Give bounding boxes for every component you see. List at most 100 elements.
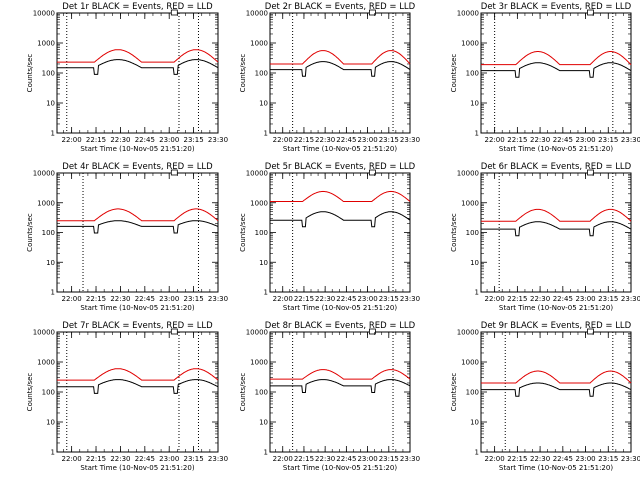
x-tick-label: 23:15	[379, 136, 399, 144]
y-tick-label: 1	[475, 289, 479, 297]
events-series-line	[270, 61, 411, 77]
y-tick-label: 1	[51, 449, 55, 457]
y-tick-label: 10000	[33, 329, 55, 337]
x-tick-label: 23:30	[208, 455, 228, 463]
events-series-line	[481, 382, 632, 397]
x-tick-label: 23:00	[159, 136, 179, 144]
y-tick-label: 1000	[37, 40, 55, 48]
marker-box	[587, 328, 594, 335]
y-tick-label: 1000	[250, 359, 268, 367]
x-tick-label: 22:15	[86, 136, 106, 144]
x-tick-label: 22:00	[485, 455, 505, 463]
plot-frame	[269, 331, 411, 453]
y-tick-label: 1000	[461, 199, 479, 207]
x-tick-label: 22:30	[315, 295, 335, 303]
events-series-line	[57, 379, 219, 394]
x-tick-label: 22:00	[485, 136, 505, 144]
events-series-line	[481, 221, 632, 237]
x-tick-label: 23:15	[184, 136, 204, 144]
y-tick-label: 1	[475, 449, 479, 457]
y-tick-label: 10000	[457, 10, 479, 18]
plot-frame	[56, 12, 219, 134]
plot-frame	[269, 172, 411, 293]
lld-series-line	[270, 50, 411, 65]
events-series-line	[57, 59, 219, 75]
y-tick-label: 10	[46, 259, 55, 267]
y-tick-label: 1000	[461, 40, 479, 48]
marker-box	[170, 328, 178, 335]
y-tick-label: 10	[259, 419, 268, 427]
chart-panel-7: Det 7r BLACK = Events, RED = LLD 1 10 100 10…	[26, 321, 228, 472]
chart-panel-8: Det 8r BLACK = Events, RED = LLD 1 10 100 10…	[239, 321, 420, 472]
marker-box	[368, 169, 376, 176]
plot-frame	[269, 12, 411, 134]
y-tick-label: 10	[470, 100, 479, 108]
x-tick-label: 22:15	[507, 455, 527, 463]
x-tick-label: 23:30	[621, 295, 640, 303]
x-tick-label: 23:30	[621, 455, 640, 463]
y-tick-label: 100	[466, 389, 479, 397]
x-tick-label: 23:30	[400, 455, 420, 463]
x-tick-label: 22:00	[62, 295, 82, 303]
y-tick-label: 1000	[250, 40, 268, 48]
x-tick-label: 23:15	[184, 455, 204, 463]
chart-title: Det 2r BLACK = Events, RED = LLD	[265, 2, 416, 12]
y-tick-label: 100	[255, 229, 268, 237]
x-tick-label: 23:15	[379, 455, 399, 463]
marker-box	[368, 328, 376, 335]
y-tick-label: 10000	[33, 10, 55, 18]
x-tick-label: 23:00	[575, 136, 595, 144]
y-tick-label: 10000	[246, 10, 268, 18]
chart-panel-1: Det 1r BLACK = Events, RED = LLD 1 10 100 10…	[26, 2, 228, 153]
x-tick-label: 22:00	[62, 136, 82, 144]
x-tick-label: 22:30	[110, 455, 130, 463]
x-axis-label: Start Time (10-Nov-05 21:51:20)	[80, 464, 194, 472]
x-tick-label: 22:45	[135, 136, 155, 144]
x-axis-label: Start Time (10-Nov-05 21:51:20)	[283, 145, 397, 153]
y-tick-label: 100	[466, 229, 479, 237]
marker-box	[587, 9, 594, 16]
x-tick-label: 23:00	[575, 455, 595, 463]
y-tick-label: 1	[51, 130, 55, 138]
y-tick-label: 10	[470, 259, 479, 267]
plot-frame	[56, 331, 219, 453]
marker-box	[368, 9, 376, 16]
x-axis-label: Start Time (10-Nov-05 21:51:20)	[499, 464, 613, 472]
x-tick-label: 23:00	[575, 295, 595, 303]
y-tick-label: 100	[42, 229, 55, 237]
y-axis-label: Counts/sec	[26, 213, 34, 252]
x-tick-label: 22:15	[507, 295, 527, 303]
y-tick-label: 100	[42, 389, 55, 397]
x-axis-label: Start Time (10-Nov-05 21:51:20)	[499, 304, 613, 312]
x-axis-label: Start Time (10-Nov-05 21:51:20)	[80, 145, 194, 153]
x-tick-label: 22:45	[135, 455, 155, 463]
x-tick-label: 22:45	[135, 295, 155, 303]
plot-frame	[480, 172, 632, 293]
x-tick-label: 23:30	[621, 136, 640, 144]
x-tick-label: 22:45	[336, 136, 356, 144]
x-tick-label: 23:00	[357, 136, 377, 144]
x-tick-label: 22:15	[86, 455, 106, 463]
x-axis-label: Start Time (10-Nov-05 21:51:20)	[80, 304, 194, 312]
x-tick-label: 23:30	[400, 295, 420, 303]
x-tick-label: 22:00	[485, 295, 505, 303]
y-tick-label: 1	[264, 289, 268, 297]
chart-title: Det 8r BLACK = Events, RED = LLD	[265, 321, 416, 331]
lld-series-line	[57, 208, 219, 222]
chart-title: Det 9r BLACK = Events, RED = LLD	[481, 321, 632, 331]
x-tick-label: 23:00	[159, 295, 179, 303]
y-tick-label: 10	[259, 259, 268, 267]
y-tick-label: 10	[46, 419, 55, 427]
x-tick-label: 23:30	[208, 136, 228, 144]
y-axis-label: Counts/sec	[239, 373, 247, 412]
chart-title: Det 6r BLACK = Events, RED = LLD	[481, 162, 632, 172]
y-axis-label: Counts/sec	[26, 54, 34, 93]
y-tick-label: 10	[46, 100, 55, 108]
y-tick-label: 10	[259, 100, 268, 108]
y-tick-label: 1	[475, 130, 479, 138]
y-axis-label: Counts/sec	[239, 213, 247, 252]
x-tick-label: 22:45	[336, 455, 356, 463]
y-axis-label: Counts/sec	[450, 373, 458, 412]
lld-series-line	[481, 370, 632, 384]
